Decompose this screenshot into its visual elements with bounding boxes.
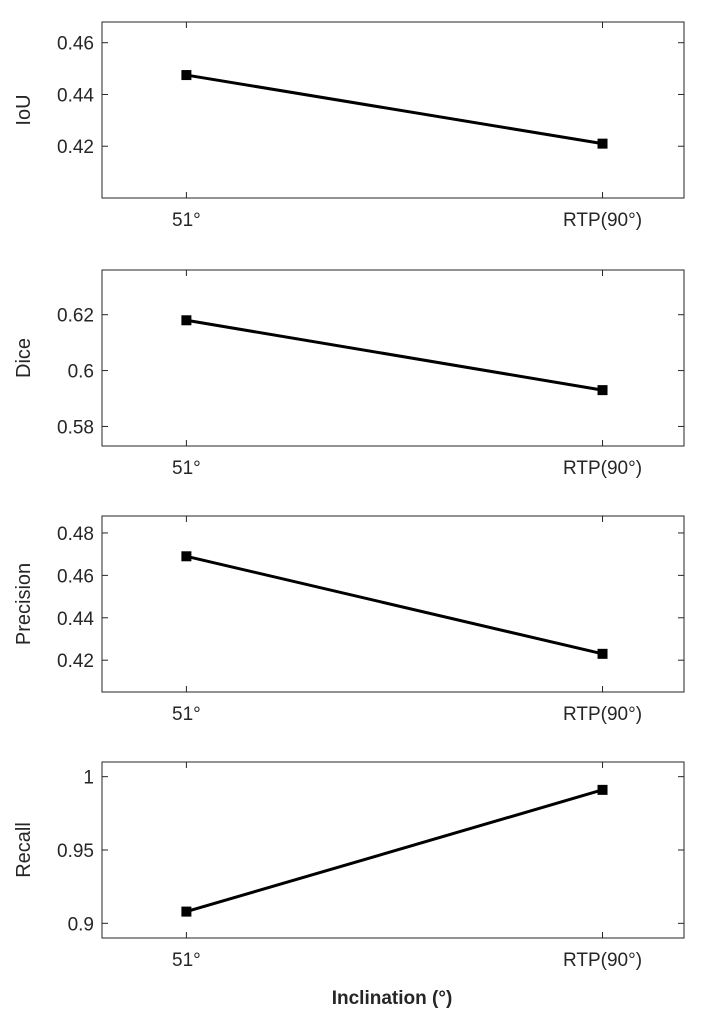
data-point-marker (597, 784, 608, 795)
y-tick-label: 0.44 (57, 85, 94, 106)
y-ticks: 0.42 0.44 0.46 0.48 (57, 524, 684, 672)
y-tick-label: 0.42 (57, 651, 94, 672)
x-tick-label: 51° (172, 458, 201, 479)
x-tick-label: 51° (172, 704, 201, 725)
y-tick-label: 0.95 (57, 841, 94, 862)
y-tick-label: 1 (83, 768, 94, 789)
x-axis-title: Inclination (°) (332, 988, 453, 1009)
data-point-marker (181, 70, 192, 81)
series-line (186, 554, 603, 656)
y-ticks: 0.42 0.44 0.46 (57, 34, 684, 158)
series-line (186, 73, 603, 146)
y-axis-title: Precision (13, 563, 35, 645)
x-tick-label: RTP(90°) (563, 210, 642, 231)
y-axis-title: Dice (13, 338, 35, 378)
data-point-marker (181, 906, 192, 917)
chart-precision: Precision 0.42 0.44 0.46 0.48 51° RTP(90°) (13, 515, 685, 725)
axes-box (101, 269, 685, 447)
series-line (185, 788, 603, 914)
x-tick-label: RTP(90°) (563, 950, 642, 971)
chart-recall: Recall 0.9 0.95 1 51° RTP(90°) (13, 761, 685, 971)
data-point-marker (181, 315, 192, 326)
y-tick-label: 0.46 (57, 34, 94, 55)
y-axis-title: IoU (13, 94, 35, 125)
x-ticks: 51° RTP(90°) (172, 516, 642, 725)
x-tick-label: RTP(90°) (563, 704, 642, 725)
series-line (186, 318, 603, 392)
data-point-marker (181, 551, 192, 562)
y-tick-label: 0.48 (57, 524, 94, 545)
y-tick-label: 0.58 (57, 417, 94, 438)
data-series (181, 70, 608, 149)
data-point-marker (597, 648, 608, 659)
y-tick-label: 0.62 (57, 306, 94, 327)
data-series (181, 315, 608, 396)
x-tick-label: 51° (172, 950, 201, 971)
chart-dice: Dice 0.58 0.6 0.62 51° RTP(90°) (13, 269, 685, 479)
x-ticks: 51° RTP(90°) (172, 270, 642, 479)
data-series (181, 551, 608, 659)
y-tick-label: 0.42 (57, 137, 94, 158)
y-ticks: 0.58 0.6 0.62 (57, 306, 684, 438)
x-tick-label: 51° (172, 210, 201, 231)
y-ticks: 0.9 0.95 1 (57, 768, 684, 935)
x-ticks: 51° RTP(90°) (172, 22, 642, 231)
y-tick-label: 0.44 (57, 609, 94, 630)
y-tick-label: 0.46 (57, 566, 94, 587)
x-tick-label: RTP(90°) (563, 458, 642, 479)
data-series (181, 784, 608, 917)
data-point-marker (597, 385, 608, 396)
y-tick-label: 0.6 (68, 362, 94, 383)
data-point-marker (597, 138, 608, 149)
y-axis-title: Recall (13, 822, 35, 878)
y-tick-label: 0.9 (68, 914, 94, 935)
chart-iou: IoU 0.42 0.44 0.46 51° RTP(90°) (13, 21, 685, 231)
x-ticks: 51° RTP(90°) (172, 762, 642, 971)
